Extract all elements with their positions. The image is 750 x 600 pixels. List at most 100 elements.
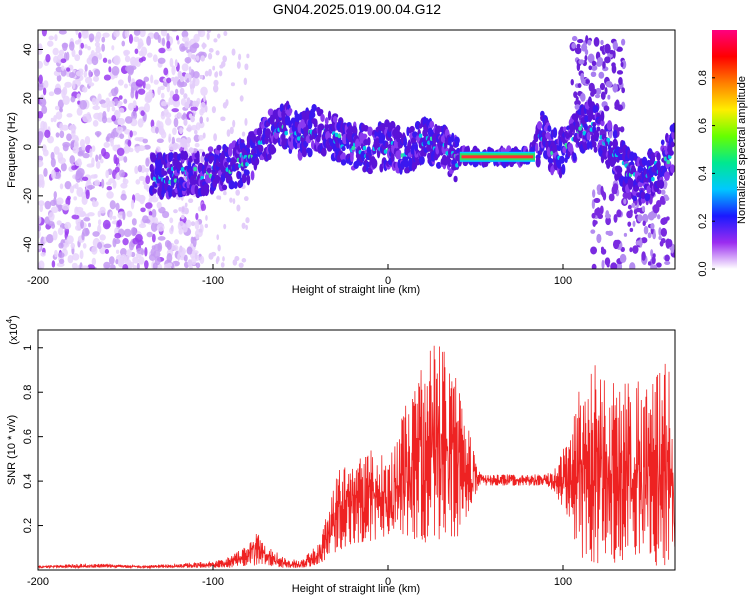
spectrogram-noise-cell	[86, 111, 91, 121]
spectrogram-ridge-cell	[341, 152, 347, 162]
spectrogram-noise-cell	[181, 30, 189, 38]
spectrogram-noise-cell	[172, 127, 177, 136]
spectrogram-noise-cell	[606, 262, 610, 268]
spectrogram-noise-cell	[50, 223, 56, 229]
spectrogram-ridge-cell	[238, 171, 242, 179]
snr-y-axis-label: SNR (10 * v/v)	[6, 415, 18, 485]
spectrogram-noise-cell	[197, 30, 204, 34]
spectrogram-noise-cell	[114, 109, 119, 116]
spectrogram-noise-cell	[573, 91, 578, 98]
spectrogram-noise-cell	[51, 169, 56, 180]
spectrogram-ridge-cell	[668, 149, 674, 156]
spectrogram-noise-cell	[124, 55, 131, 63]
spectrogram-ridge-cell	[552, 143, 558, 155]
spectrogram-noise-cell	[216, 234, 220, 241]
spectrogram-noise-cell	[134, 48, 139, 55]
spectrogram-noise-cell	[97, 210, 101, 218]
spectrogram-noise-cell	[53, 146, 60, 155]
spectrogram-noise-cell	[78, 49, 83, 56]
spectrogram-noise-cell	[590, 229, 596, 234]
spectrogram-ridge-cell	[454, 141, 460, 148]
spectrogram-noise-cell	[46, 135, 54, 144]
spectrogram-noise-cell	[232, 259, 238, 266]
spectrogram-noise-cell	[656, 214, 661, 220]
spectrogram-noise-cell	[80, 42, 85, 49]
spectrogram-ridge-cell	[257, 127, 262, 138]
spectrogram-noise-cell	[588, 65, 593, 71]
spectrogram-noise-cell	[109, 264, 116, 269]
spectrogram-noise-cell	[105, 181, 112, 186]
spectrogram-ridge-cell	[453, 175, 458, 183]
spectrogram-noise-cell	[194, 142, 200, 148]
spectrogram-ridge-cell	[152, 188, 158, 194]
spectrogram-noise-cell	[51, 260, 56, 268]
spectrogram-ridge-cell	[186, 186, 191, 196]
spectrogram-noise-cell	[577, 39, 584, 44]
spectrogram-noise-cell	[87, 264, 95, 269]
spectrogram-noise-cell	[187, 259, 193, 267]
spectrogram-noise-cell	[43, 167, 48, 177]
spectrogram-noise-cell	[130, 199, 135, 210]
spectrogram-noise-cell	[207, 52, 213, 60]
spectrogram-ridge-cell	[407, 139, 411, 151]
spectrogram-ridge-cell	[307, 148, 313, 158]
spectrogram-noise-cell	[627, 221, 632, 227]
spectrogram-noise-cell	[578, 59, 585, 65]
spectrogram-noise-cell	[54, 34, 58, 42]
spectrogram-ridge-cell	[165, 178, 170, 186]
spectrogram-noise-cell	[61, 124, 69, 131]
spectrogram-noise-cell	[55, 111, 63, 120]
spectrogram-noise-cell	[92, 75, 100, 82]
spectrogram-noise-cell	[612, 41, 618, 51]
spectrogram-noise-cell	[643, 225, 649, 235]
spectrogram-marks	[38, 30, 675, 269]
spectrogram-noise-cell	[128, 33, 134, 44]
spectrogram-ridge-cell	[281, 132, 286, 142]
spectrogram-ridge-cell	[366, 136, 371, 146]
spectrogram-noise-cell	[99, 206, 106, 214]
spectrogram-ridge-cell	[258, 144, 264, 153]
spectrogram-noise-cell	[64, 81, 72, 88]
spectrogram-noise-cell	[129, 130, 133, 138]
spectrogram-noise-cell	[76, 107, 83, 116]
spectrogram-noise-cell	[38, 174, 44, 182]
spectrogram-noise-cell	[108, 100, 116, 108]
spectrogram-noise-cell	[91, 246, 98, 255]
spectrogram-noise-cell	[651, 256, 656, 265]
spectrogram-ridge-cell	[603, 146, 608, 154]
colorbar: 0.0 0.2 0.4 0.6 0.8 Normalized spectral ampl…	[697, 30, 748, 277]
spectrogram-noise-cell	[117, 257, 124, 268]
spectrogram-noise-cell	[584, 79, 590, 85]
spectrogram-noise-cell	[76, 93, 81, 100]
spectrogram-noise-cell	[109, 200, 116, 210]
spectrogram-noise-cell	[611, 64, 617, 74]
spectrogram-noise-cell	[41, 105, 48, 114]
spectrogram-noise-cell	[103, 243, 112, 249]
colorbar-tick-label: 0.4	[697, 166, 709, 181]
spectrogram-noise-cell	[64, 221, 72, 230]
spectrogram-noise-cell	[627, 204, 632, 210]
spectrogram-noise-cell	[179, 127, 184, 135]
spectrogram-noise-cell	[142, 180, 147, 186]
spectrogram-noise-cell	[75, 206, 84, 213]
spectrogram-noise-cell	[614, 105, 620, 110]
spectrogram-noise-cell	[619, 126, 625, 133]
spectrogram-noise-cell	[44, 129, 51, 138]
spectrogram-noise-cell	[580, 92, 586, 102]
spectrogram-noise-cell	[635, 240, 642, 246]
spectrogram-ridge-cell	[206, 167, 212, 173]
spectrogram-noise-cell	[97, 52, 103, 60]
spectrogram-ridge-cell	[254, 157, 260, 166]
spectrogram-noise-cell	[232, 119, 236, 128]
spectrogram-ridge-cell	[267, 108, 274, 117]
spectrogram-noise-cell	[137, 165, 143, 173]
spectrogram-noise-cell	[55, 132, 60, 138]
spectrogram-noise-cell	[215, 71, 218, 78]
spectrogram-noise-cell	[139, 30, 146, 38]
spectrogram-noise-cell	[91, 257, 97, 266]
spectrogram-ridge-cell	[656, 152, 661, 162]
spectrogram-noise-cell	[202, 132, 206, 139]
spectrogram-noise-cell	[114, 166, 120, 173]
spectrogram-noise-cell	[146, 231, 153, 238]
spectrogram-noise-cell	[71, 49, 76, 58]
